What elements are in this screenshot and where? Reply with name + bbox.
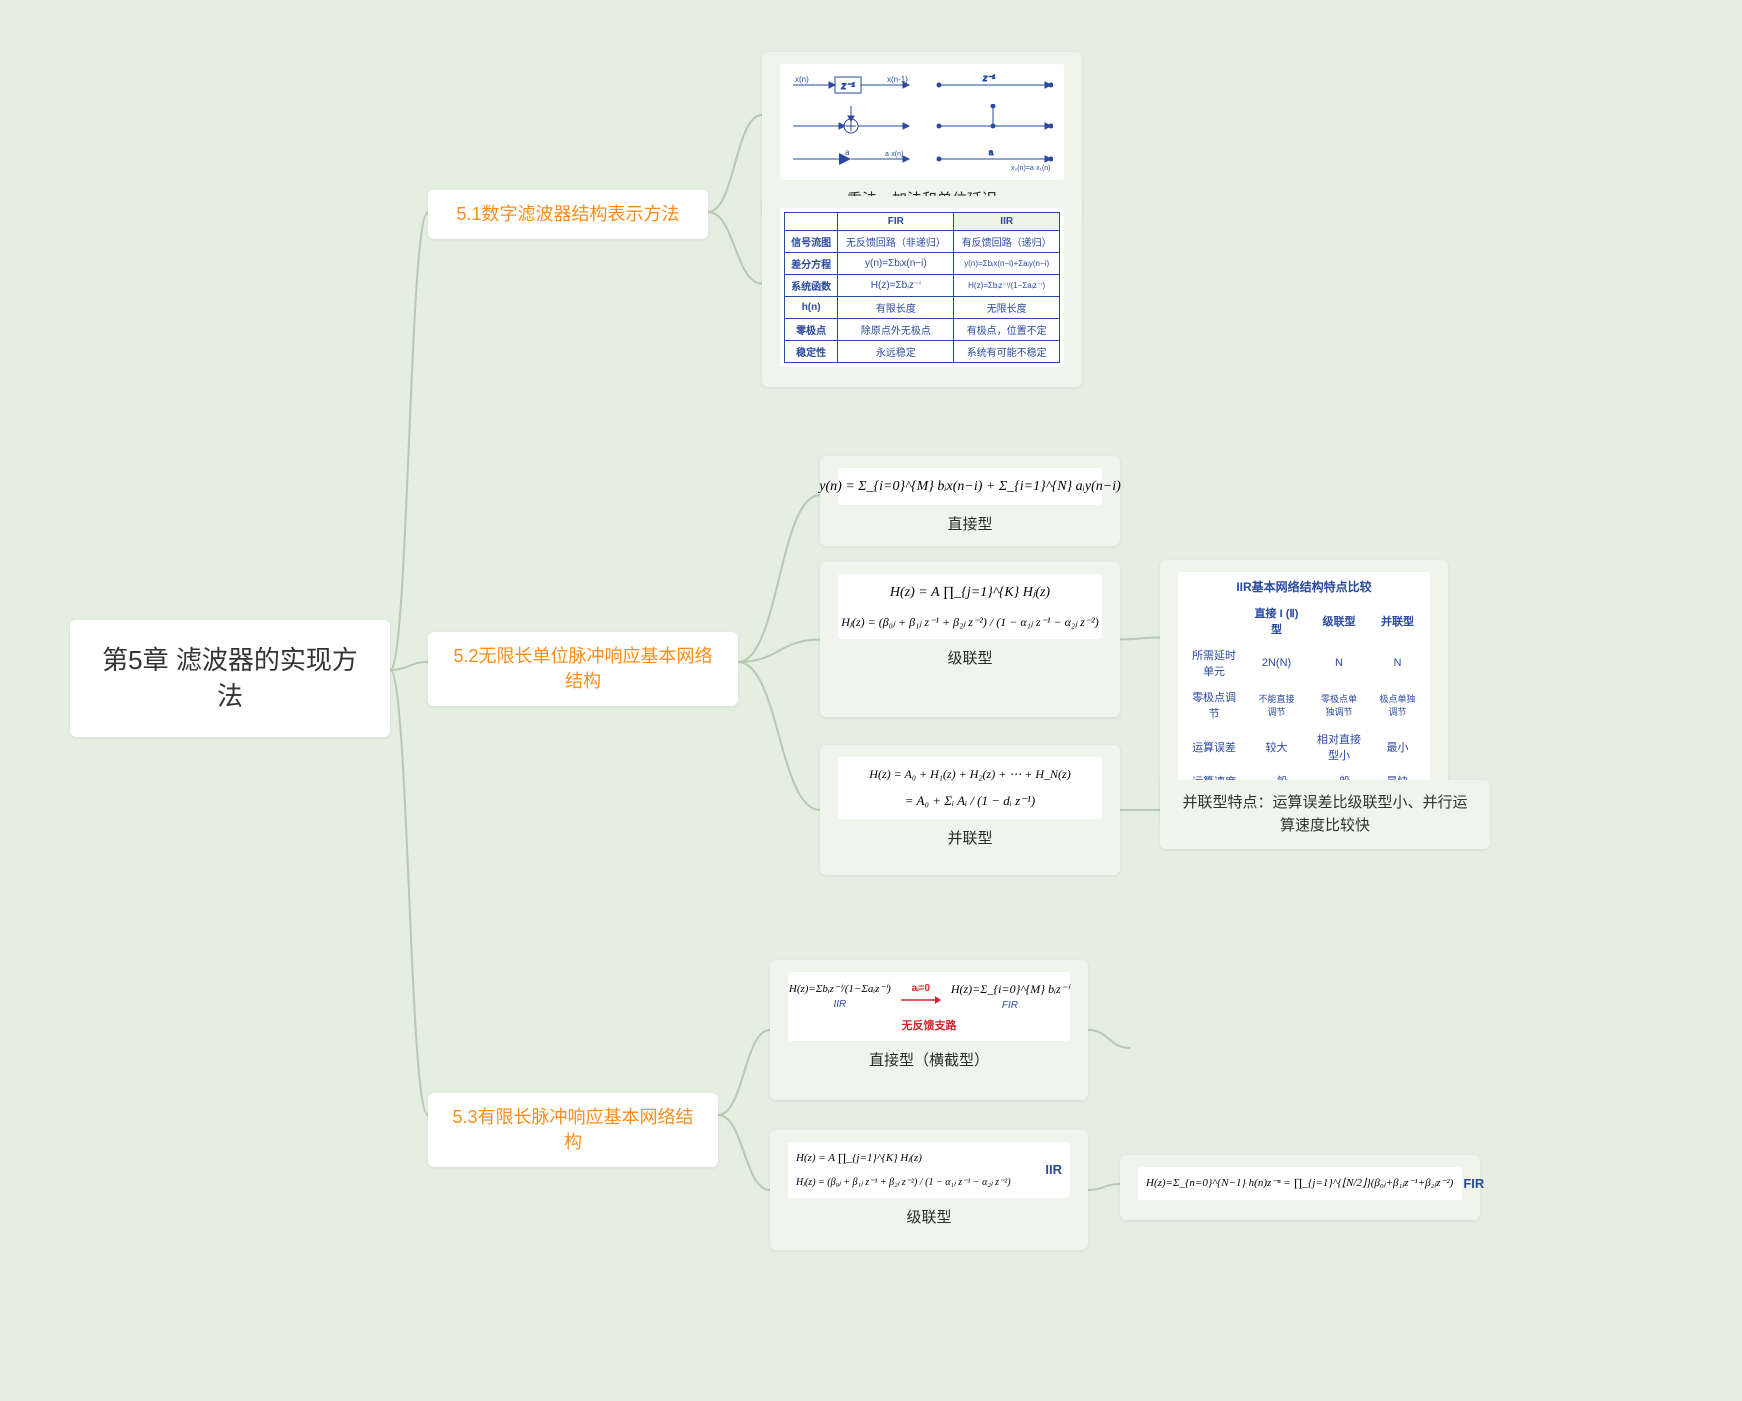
leaf-direct-form: y(n) = Σ_{i=0}^{M} bᵢx(n−i) + Σ_{i=1}^{N…: [820, 456, 1120, 546]
leaf-531-caption: 直接型（横截型）: [788, 1049, 1070, 1070]
fir-cascade-formula: H(z) = A ∏_{j=1}^{K} Hⱼ(z) Hⱼ(z) = (β₀ⱼ …: [788, 1142, 1070, 1198]
iir-h2: 级联型: [1309, 601, 1369, 641]
iir-compare-wrap: IIR基本网络结构特点比较 直接 I (Ⅱ)型 级联型 并联型 所需延时单元2N…: [1178, 572, 1430, 801]
cmp-r1c0: y(n)=Σbᵢx(n−i): [838, 253, 954, 275]
direct-form-math: y(n) = Σ_{i=0}^{M} bᵢx(n−i) + Σ_{i=1}^{N…: [819, 476, 1121, 497]
cmp-r0c0: 无反馈回路（非递归）: [838, 231, 954, 253]
cmp-h0: [785, 213, 838, 231]
leaf-522-caption: 级联型: [838, 647, 1102, 668]
section-5-1: 5.1数字滤波器结构表示方法: [428, 190, 708, 239]
section-5-1-title: 5.1数字滤波器结构表示方法: [456, 204, 679, 224]
cmp-r4h: 零极点: [785, 319, 838, 341]
fir-cascade-iir-label: IIR: [1045, 1162, 1062, 1177]
fir-cascade-b-math: H(z)=Σ_{n=0}^{N−1} h(n)z⁻ⁿ = ∏_{j=1}^{⌊N…: [1146, 1175, 1453, 1192]
iir-r1c0: 零极点调节: [1184, 685, 1244, 725]
cmp-r1c1: y(n)=Σbᵢx(n−i)+Σaᵢy(n−i): [954, 253, 1060, 275]
iir-r2c2: 相对直接型小: [1309, 727, 1369, 767]
cmp-r3h: h(n): [785, 297, 838, 319]
section-5-2-title: 5.2无限长单位脉冲响应基本网络结构: [453, 646, 712, 691]
fir-cascade-formula-wrap: H(z)=Σ_{n=0}^{N−1} h(n)z⁻ⁿ = ∏_{j=1}^{⌊N…: [1138, 1167, 1462, 1200]
leaf-parallel-form: H(z) = A₀ + H₁(z) + H₂(z) + ⋯ + H_N(z) =…: [820, 745, 1120, 875]
cmp-r4c1: 有极点，位置不定: [954, 319, 1060, 341]
leaf-532-caption: 级联型: [788, 1206, 1070, 1227]
parallel-note-text: 并联型特点：运算误差比级联型小、并行运算速度比较快: [1178, 792, 1472, 837]
cmp-r3c0: 有限长度: [838, 297, 954, 319]
fir-cascade-math-1: Hⱼ(z) = (β₀ⱼ + β₁ⱼ z⁻¹ + β₂ⱼ z⁻²) / (1 −…: [796, 1175, 1029, 1190]
svg-text:x₂(n)=a·x₁(n): x₂(n)=a·x₁(n): [1011, 165, 1051, 172]
leaf-fir-cascade: H(z) = A ∏_{j=1}^{K} Hⱼ(z) Hⱼ(z) = (β₀ⱼ …: [770, 1130, 1088, 1250]
cascade-form-formula: H(z) = A ∏_{j=1}^{K} Hⱼ(z) Hⱼ(z) = (β₀ⱼ …: [838, 574, 1102, 639]
cmp-r2h: 系统函数: [785, 275, 838, 297]
root-node: 第5章 滤波器的实现方法: [70, 620, 390, 737]
svg-text:x(n-1): x(n-1): [887, 75, 908, 84]
cmp-r0c1: 有反馈回路（递归）: [954, 231, 1060, 253]
iir-h1: 直接 I (Ⅱ)型: [1246, 601, 1307, 641]
iir-r0c1: 2N(N): [1246, 643, 1307, 683]
cmp-r4c0: 除原点外无极点: [838, 319, 954, 341]
leaf-fir-cascade-formula: H(z)=Σ_{n=0}^{N−1} h(n)z⁻ⁿ = ∏_{j=1}^{⌊N…: [1120, 1155, 1480, 1220]
iir-r2c3: 最小: [1371, 727, 1424, 767]
root-title: 第5章 滤波器的实现方法: [102, 645, 358, 711]
section-5-2: 5.2无限长单位脉冲响应基本网络结构: [428, 632, 738, 706]
parallel-math-1: = A₀ + Σᵢ Aᵢ / (1 − dᵢ z⁻¹): [905, 791, 1035, 811]
fir-cascade-math-0: H(z) = A ∏_{j=1}^{K} Hⱼ(z): [796, 1150, 1029, 1167]
iir-compare-table: 直接 I (Ⅱ)型 级联型 并联型 所需延时单元2N(N)NN 零极点调节不能直…: [1182, 599, 1426, 795]
iir-r2c1: 较大: [1246, 727, 1307, 767]
iir-r0c0: 所需延时单元: [1184, 643, 1244, 683]
signal-flow-diagram: z⁻¹ x(n) x(n-1) a a·x(n) z⁻¹: [780, 64, 1064, 180]
iir-r0c3: N: [1371, 643, 1424, 683]
fir-iir-table: FIR IIR 信号流图无反馈回路（非递归）有反馈回路（递归） 差分方程y(n)…: [784, 212, 1060, 363]
direct-form-formula: y(n) = Σ_{i=0}^{M} bᵢx(n−i) + Σ_{i=1}^{N…: [838, 468, 1102, 505]
parallel-form-formula: H(z) = A₀ + H₁(z) + H₂(z) + ⋯ + H_N(z) =…: [838, 757, 1102, 819]
fir-direct-arrow-label: aᵢ=0: [901, 983, 941, 994]
cmp-r0h: 信号流图: [785, 231, 838, 253]
cmp-r5h: 稳定性: [785, 341, 838, 363]
svg-text:x(n): x(n): [795, 75, 809, 84]
section-5-3-title: 5.3有限长脉冲响应基本网络结构: [452, 1107, 693, 1152]
iir-r2c0: 运算误差: [1184, 727, 1244, 767]
leaf-cascade-form: H(z) = A ∏_{j=1}^{K} Hⱼ(z) Hⱼ(z) = (β₀ⱼ …: [820, 562, 1120, 717]
iir-r1c3: 极点单独调节: [1371, 685, 1424, 725]
svg-text:a: a: [989, 148, 994, 157]
svg-text:z⁻¹: z⁻¹: [982, 73, 995, 83]
iir-r0c2: N: [1309, 643, 1369, 683]
iir-r1c2: 零极点单独调节: [1309, 685, 1369, 725]
fir-direct-iir-label: IIR: [789, 999, 891, 1010]
cmp-r1h: 差分方程: [785, 253, 838, 275]
leaf-fir-iir-table: FIR IIR 信号流图无反馈回路（非递归）有反馈回路（递归） 差分方程y(n)…: [762, 196, 1082, 387]
fir-direct-rhs: H(z)=Σ_{i=0}^{M} bᵢz⁻ⁱ: [951, 980, 1069, 998]
cmp-h1: FIR: [838, 213, 954, 231]
fir-direct-formula: H(z)=Σbᵢz⁻ⁱ/(1−Σaᵢz⁻ⁱ) IIR aᵢ=0 H(z)=Σ_{…: [788, 972, 1070, 1041]
cmp-r5c1: 系统有可能不稳定: [954, 341, 1060, 363]
cmp-r5c0: 永远稳定: [838, 341, 954, 363]
fir-direct-lhs: H(z)=Σbᵢz⁻ⁱ/(1−Σaᵢz⁻ⁱ): [789, 981, 891, 998]
cmp-r2c1: H(z)=Σbᵢz⁻ⁱ/(1−Σaᵢz⁻ⁱ): [954, 275, 1060, 297]
cmp-h2: IIR: [954, 213, 1060, 231]
svg-text:z⁻¹: z⁻¹: [840, 81, 855, 92]
parallel-math-0: H(z) = A₀ + H₁(z) + H₂(z) + ⋯ + H_N(z): [869, 765, 1070, 783]
leaf-parallel-note: 并联型特点：运算误差比级联型小、并行运算速度比较快: [1160, 780, 1490, 849]
leaf-523-caption: 并联型: [838, 827, 1102, 848]
svg-text:a: a: [845, 148, 850, 157]
leaf-fir-direct: H(z)=Σbᵢz⁻ⁱ/(1−Σaᵢz⁻ⁱ) IIR aᵢ=0 H(z)=Σ_{…: [770, 960, 1088, 1100]
fir-cascade-b-label: FIR: [1463, 1176, 1484, 1191]
cmp-r3c1: 无限长度: [954, 297, 1060, 319]
iir-compare-title: IIR基本网络结构特点比较: [1236, 578, 1371, 599]
iir-h0: [1184, 601, 1244, 641]
fir-iir-table-wrap: FIR IIR 信号流图无反馈回路（非递归）有反馈回路（递归） 差分方程y(n)…: [780, 208, 1064, 367]
leaf-521-caption: 直接型: [838, 513, 1102, 534]
iir-r1c1: 不能直接调节: [1246, 685, 1307, 725]
cascade-math-0: H(z) = A ∏_{j=1}^{K} Hⱼ(z): [890, 582, 1050, 603]
iir-h3: 并联型: [1371, 601, 1424, 641]
fir-direct-fir-label: FIR: [951, 1000, 1069, 1011]
fir-direct-red-note: 无反馈支路: [902, 1017, 957, 1033]
section-5-3: 5.3有限长脉冲响应基本网络结构: [428, 1093, 718, 1167]
svg-text:a·x(n): a·x(n): [885, 151, 903, 158]
cascade-math-1: Hⱼ(z) = (β₀ⱼ + β₁ⱼ z⁻¹ + β₂ⱼ z⁻²) / (1 −…: [841, 613, 1099, 631]
cmp-r2c0: H(z)=Σbᵢz⁻ⁱ: [838, 275, 954, 297]
